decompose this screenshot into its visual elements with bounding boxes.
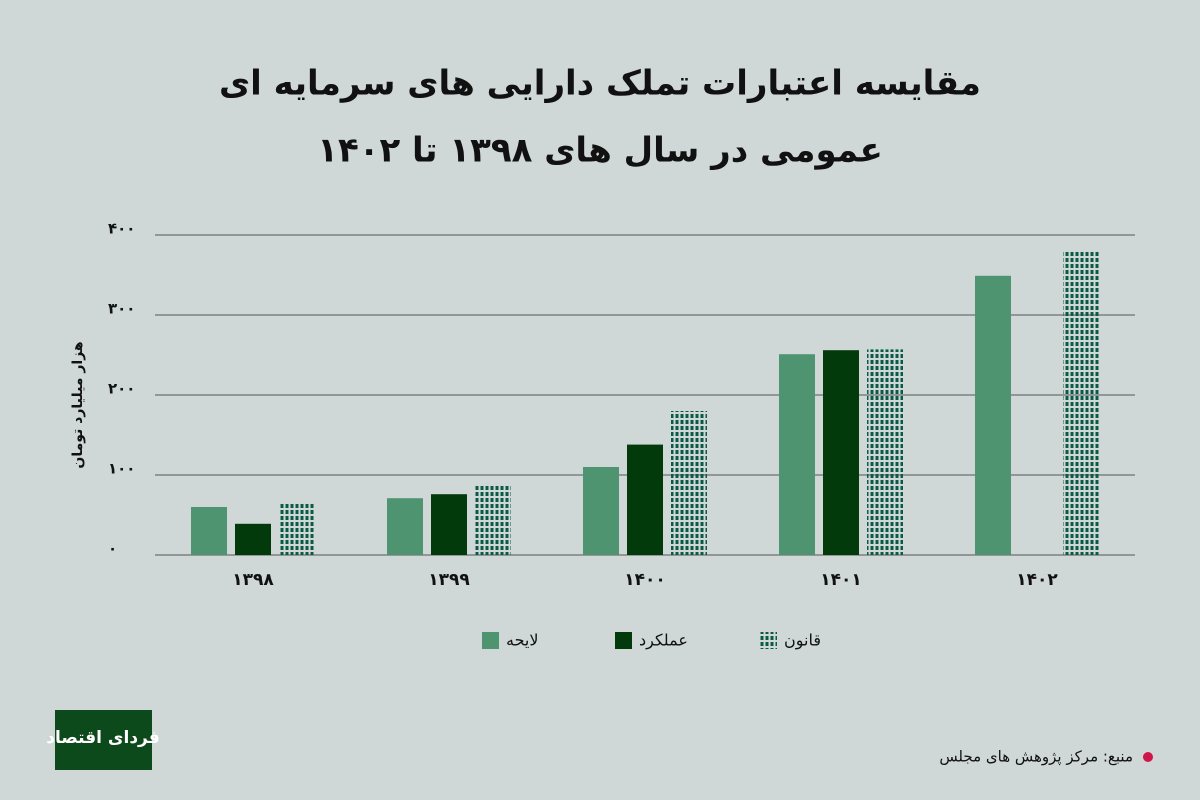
bar <box>583 467 619 555</box>
y-tick-label: ۰ <box>108 540 117 558</box>
x-tick-label: ۱۴۰۱ <box>820 570 862 590</box>
y-tick-label: ۴۰۰ <box>108 220 135 238</box>
bar <box>823 350 859 555</box>
bar <box>191 507 227 555</box>
source: منبع: مرکز پژوهش های مجلس <box>939 748 1133 767</box>
legend-label: قانون <box>784 631 821 651</box>
bar <box>671 411 707 555</box>
chart-title: مقایسه اعتبارات تملک دارایی های سرمایه ا… <box>219 64 981 104</box>
logo-text: فردای اقتصاد <box>46 728 160 748</box>
bar <box>387 498 423 555</box>
bar <box>779 354 815 555</box>
source-bullet <box>1143 752 1153 762</box>
bar <box>1063 250 1099 555</box>
x-tick-label: ۱۳۹۹ <box>428 570 470 590</box>
bar <box>235 523 271 555</box>
logo <box>55 710 152 770</box>
y-tick-label: ۱۰۰ <box>108 460 135 478</box>
bar <box>431 494 467 555</box>
legend-label: لایحه <box>506 631 538 650</box>
bar <box>279 503 315 555</box>
y-tick-label: ۲۰۰ <box>108 380 135 398</box>
bar <box>975 275 1011 555</box>
x-tick-label: ۱۴۰۰ <box>624 570 666 590</box>
x-tick-label: ۱۴۰۲ <box>1016 570 1058 590</box>
y-axis-label: هزار میلیارد تومان <box>70 341 86 468</box>
chart-title: عمومی در سال های ۱۳۹۸ تا ۱۴۰۲ <box>317 131 883 171</box>
legend-swatch <box>760 632 777 649</box>
legend-label: عملکرد <box>639 631 688 651</box>
x-tick-label: ۱۳۹۸ <box>232 570 274 590</box>
bar <box>627 444 663 555</box>
bar <box>867 349 903 555</box>
y-tick-label: ۳۰۰ <box>108 300 135 318</box>
legend-swatch <box>615 632 632 649</box>
legend-swatch <box>482 632 499 649</box>
bar <box>475 484 511 555</box>
